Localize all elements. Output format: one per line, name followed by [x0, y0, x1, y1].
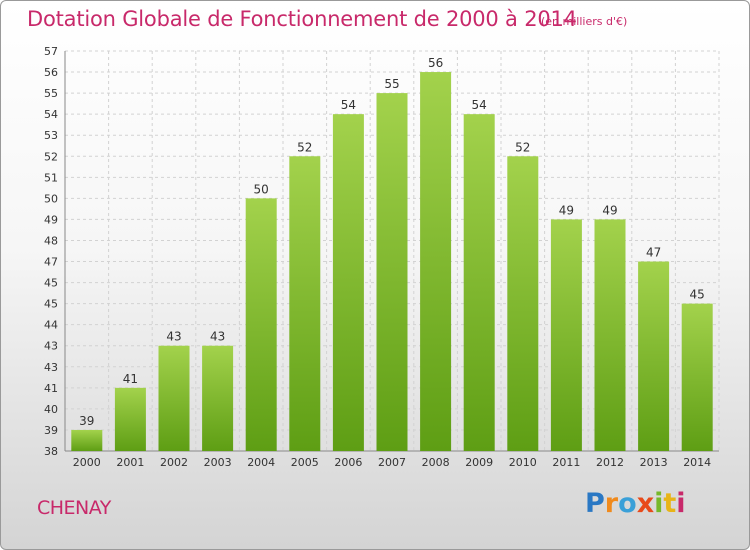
- y-tick-label: 56: [44, 66, 58, 79]
- data-label: 49: [602, 203, 617, 217]
- bar: [245, 198, 277, 451]
- data-label: 43: [210, 330, 225, 344]
- x-tick-label: 2007: [378, 456, 406, 469]
- data-label: 56: [428, 56, 443, 70]
- bar: [114, 387, 146, 451]
- data-label: 49: [559, 203, 574, 217]
- bar: [638, 261, 670, 451]
- bar: [507, 156, 539, 451]
- y-tick-label: 52: [44, 150, 58, 163]
- y-tick-label: 49: [44, 213, 58, 226]
- y-tick-label: 45: [44, 298, 58, 311]
- bar: [463, 114, 495, 451]
- x-tick-label: 2011: [552, 456, 580, 469]
- data-label: 39: [79, 414, 94, 428]
- logo-letter: o: [618, 488, 637, 519]
- x-tick-label: 2014: [683, 456, 711, 469]
- data-label: 50: [254, 182, 269, 196]
- y-tick-label: 48: [44, 234, 58, 247]
- y-tick-label: 43: [44, 340, 58, 353]
- data-label: 55: [384, 77, 399, 91]
- bar: [289, 156, 321, 451]
- y-tick-label: 43: [44, 361, 58, 374]
- x-tick-label: 2008: [422, 456, 450, 469]
- data-label: 52: [515, 140, 530, 154]
- x-tick-label: 2010: [509, 456, 537, 469]
- data-label: 54: [341, 98, 356, 112]
- logo-letter: t: [663, 488, 677, 519]
- y-tick-label: 53: [44, 129, 58, 142]
- data-label: 43: [166, 330, 181, 344]
- y-tick-label: 41: [44, 382, 58, 395]
- data-label: 54: [472, 98, 487, 112]
- y-tick-label: 38: [44, 445, 58, 458]
- logo-letter: x: [636, 488, 655, 519]
- x-tick-label: 2004: [247, 456, 275, 469]
- x-tick-label: 2013: [640, 456, 668, 469]
- commune-name: CHENAY: [37, 497, 111, 519]
- y-tick-label: 47: [44, 256, 58, 269]
- data-label: 41: [123, 372, 138, 386]
- data-label: 47: [646, 246, 661, 260]
- bar: [332, 114, 364, 451]
- x-tick-label: 2001: [116, 456, 144, 469]
- logo-letter: i: [676, 488, 686, 519]
- bar: [681, 303, 713, 451]
- y-tick-label: 57: [44, 45, 58, 58]
- x-tick-label: 2002: [160, 456, 188, 469]
- proxiti-logo: Proxiti: [585, 488, 686, 519]
- y-tick-label: 51: [44, 171, 58, 184]
- bar: [550, 219, 582, 451]
- x-tick-label: 2006: [334, 456, 362, 469]
- y-tick-label: 50: [44, 192, 58, 205]
- x-tick-label: 2009: [465, 456, 493, 469]
- y-tick-label: 39: [44, 424, 58, 437]
- y-tick-label: 45: [44, 277, 58, 290]
- x-tick-label: 2005: [291, 456, 319, 469]
- x-tick-label: 2012: [596, 456, 624, 469]
- bar: [71, 429, 103, 451]
- y-tick-label: 54: [44, 108, 58, 121]
- bar: [158, 345, 190, 451]
- x-tick-label: 2000: [73, 456, 101, 469]
- y-tick-label: 44: [44, 319, 58, 332]
- logo-letter: P: [585, 488, 605, 519]
- chart-title: Dotation Globale de Fonctionnement de 20…: [27, 7, 577, 31]
- data-label: 45: [690, 288, 705, 302]
- bar: [594, 219, 626, 451]
- bars: [71, 72, 713, 452]
- labels: 38 39 40 41 43 43 44 45 45 47 48 49 50 51 52 53 54 55 56 57…: [44, 45, 711, 469]
- y-tick-label: 40: [44, 403, 58, 416]
- chart-subtitle: (en milliers d'€): [541, 15, 628, 28]
- bar: [376, 93, 408, 452]
- logo-letter: r: [604, 488, 619, 519]
- bar: [420, 72, 452, 451]
- data-label: 52: [297, 140, 312, 154]
- y-tick-label: 55: [44, 87, 58, 100]
- logo-letter: i: [654, 488, 664, 519]
- bar: [202, 345, 234, 451]
- x-tick-label: 2003: [204, 456, 232, 469]
